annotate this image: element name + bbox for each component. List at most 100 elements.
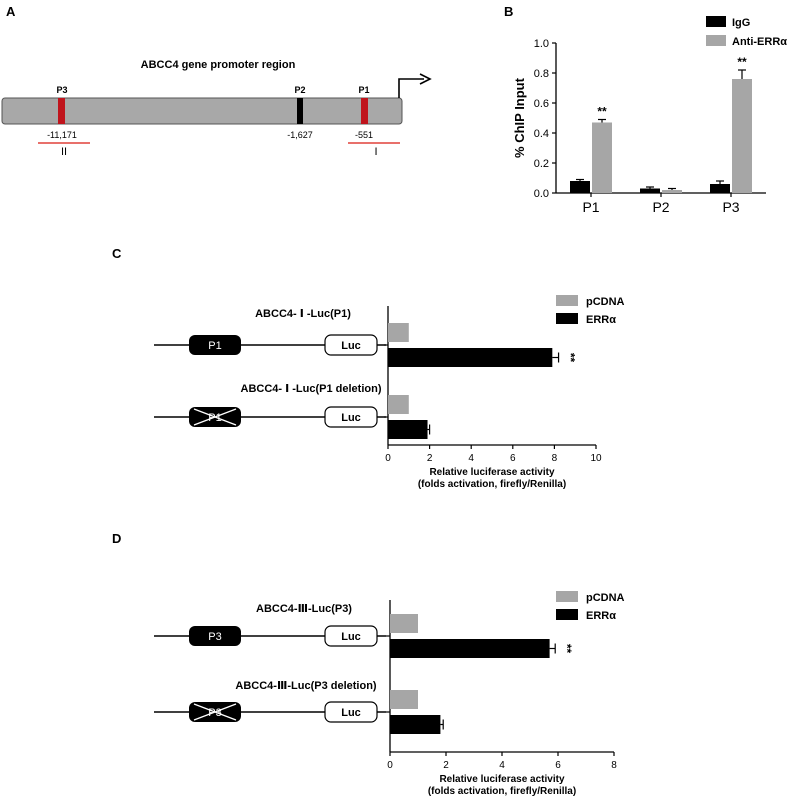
- x-tick-label: 8: [611, 760, 617, 771]
- y-tick-label: 0.6: [534, 98, 549, 110]
- bar: [388, 348, 553, 367]
- luciferase-chart-d: 0 2 4 6 8 ** Relative luciferase activity(fold…: [386, 591, 625, 797]
- promoter-box-label-p3: P3: [208, 631, 221, 643]
- x-axis-label-2: (folds activation, firefly/Renilla): [418, 479, 566, 490]
- significance-mark: **: [560, 644, 574, 654]
- bar: [732, 79, 752, 193]
- panel-a: A ABCC4 gene promoter region P3 -11,171 …: [1, 4, 432, 158]
- construct-label-p3: ABCC4-Ⅲ-Luc(P3): [256, 603, 352, 615]
- x-tick-label: 2: [427, 453, 433, 464]
- luc-box-p1: [324, 334, 378, 356]
- promoter-title: ABCC4 gene promoter region: [141, 59, 296, 71]
- luc-label-p3: Luc: [341, 631, 361, 643]
- significance-mark: **: [737, 55, 747, 69]
- significance-mark: **: [597, 105, 607, 119]
- bar: [390, 614, 418, 633]
- promoter-box-label-p1: P1: [208, 340, 221, 352]
- legend-swatch: [706, 35, 726, 46]
- panel-c-letter: C: [112, 246, 122, 261]
- panel-d: D ABCC4-Ⅲ-Luc(P3) P3 Luc ABCC4-Ⅲ-Luc(P3 …: [112, 531, 625, 797]
- site-position-p3: -11,171: [47, 130, 77, 140]
- x-axis-label: Relative luciferase activity: [439, 774, 565, 785]
- deletion-cross-icon: [193, 703, 237, 721]
- legend-swatch: [556, 591, 578, 602]
- legend-swatch: [556, 609, 578, 620]
- site-label-p1: P1: [358, 85, 369, 95]
- x-tick-label: P1: [582, 199, 599, 215]
- y-tick-label: 0.0: [534, 188, 549, 200]
- luciferase-chart-c: 0 2 4 6 8 10 ** Relative luciferase activity(fo…: [384, 295, 625, 490]
- x-tick-label: 8: [552, 453, 558, 464]
- legend-label: pCDNA: [586, 592, 625, 604]
- legend-label: IgG: [732, 17, 750, 29]
- x-tick-label: 6: [510, 453, 516, 464]
- region-label-i: I: [374, 146, 377, 158]
- deletion-cross-icon: [193, 408, 237, 426]
- site-marker-p1: [361, 98, 368, 124]
- tss-arrow-head-icon: [419, 73, 432, 85]
- site-marker-p2: [297, 98, 303, 124]
- region-label-ii: II: [61, 146, 67, 158]
- x-tick-label: 2: [443, 760, 449, 771]
- legend-swatch: [556, 295, 578, 306]
- x-axis-label-2: (folds activation, firefly/Renilla): [428, 786, 576, 797]
- bar: [390, 639, 550, 658]
- bar: [388, 323, 409, 342]
- y-tick-label: 0.4: [534, 128, 549, 140]
- site-label-p2: P2: [294, 85, 305, 95]
- panel-d-letter: D: [112, 531, 121, 546]
- site-position-p2: -1,627: [287, 130, 313, 140]
- luc-label-p1: Luc: [341, 340, 361, 352]
- site-position-p1: -551: [355, 130, 373, 140]
- panel-b: B % ChIP Input 0.0 0.2 0.4 0.6 0.8 1.0 P1 P2 P3 *…: [504, 4, 787, 215]
- chip-y-axis-label: % ChIP Input: [512, 77, 527, 158]
- x-tick-label: 4: [468, 453, 474, 464]
- tss-arrow-icon: [398, 78, 424, 98]
- x-axis-label: Relative luciferase activity: [429, 467, 555, 478]
- bar: [570, 181, 590, 193]
- deleted-box-label-p3: P3: [208, 707, 221, 719]
- luc-box-p3-deletion: [324, 701, 378, 723]
- chip-bar-chart: 0.0 0.2 0.4 0.6 0.8 1.0 P1 P2 P3 ** ** IgG Anti-ERRα: [534, 16, 787, 215]
- bar: [390, 715, 441, 734]
- deleted-box-label-p1: P1: [208, 412, 221, 424]
- bar: [662, 190, 682, 193]
- luc-label-p3-deletion: Luc: [341, 707, 361, 719]
- legend-swatch: [706, 16, 726, 27]
- x-tick-label: P2: [652, 199, 669, 215]
- panel-a-letter: A: [6, 4, 16, 19]
- construct-label-p1-deletion: ABCC4- Ⅰ -Luc(P1 deletion): [241, 383, 382, 395]
- legend-label: Anti-ERRα: [732, 36, 787, 48]
- y-tick-label: 0.2: [534, 158, 549, 170]
- bar: [592, 122, 612, 193]
- x-tick-label: 10: [590, 453, 602, 464]
- bar: [390, 690, 418, 709]
- site-marker-p3: [58, 98, 65, 124]
- site-label-p3: P3: [56, 85, 67, 95]
- x-tick-label: 4: [499, 760, 505, 771]
- legend-label: ERRα: [586, 610, 616, 622]
- y-tick-label: 1.0: [534, 38, 549, 50]
- y-tick-label: 0.8: [534, 68, 549, 80]
- luc-label-p1-deletion: Luc: [341, 412, 361, 424]
- luc-box-p3: [324, 625, 378, 647]
- x-tick-label: P3: [722, 199, 739, 215]
- x-tick-label: 0: [385, 453, 391, 464]
- bar: [388, 395, 409, 414]
- construct-label-p3-deletion: ABCC4-Ⅲ-Luc(P3 deletion): [235, 680, 377, 692]
- construct-label-p1: ABCC4- Ⅰ -Luc(P1): [255, 308, 351, 320]
- bar: [388, 420, 428, 439]
- legend-label: pCDNA: [586, 296, 625, 308]
- panel-b-letter: B: [504, 4, 513, 19]
- x-tick-label: 0: [387, 760, 393, 771]
- promoter-box-p1: [189, 335, 241, 355]
- panel-c: C ABCC4- Ⅰ -Luc(P1) P1 Luc ABCC4- Ⅰ -Luc…: [112, 246, 625, 490]
- luc-box-p1-deletion: [324, 406, 378, 428]
- significance-mark: **: [564, 353, 578, 363]
- x-tick-label: 6: [555, 760, 561, 771]
- bar: [710, 184, 730, 193]
- legend-swatch: [556, 313, 578, 324]
- promoter-box-p3: [189, 626, 241, 646]
- bar: [640, 188, 660, 193]
